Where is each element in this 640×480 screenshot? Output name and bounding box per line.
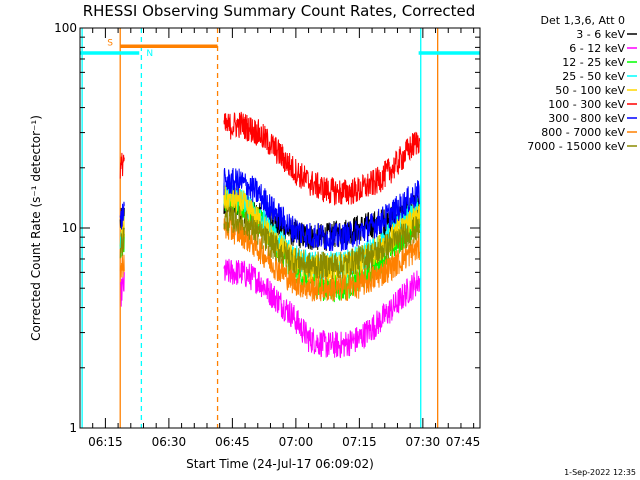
series-7-segment2 — [223, 215, 421, 302]
series-6-segment2 — [223, 167, 420, 252]
legend-title: Det 1,3,6, Att 0 — [541, 14, 625, 27]
series-5-segment2 — [223, 111, 421, 206]
y-tick-label: 100 — [54, 21, 77, 35]
series-6 — [119, 167, 420, 252]
series-1 — [119, 258, 421, 359]
series-5 — [119, 111, 421, 206]
x-tick-label: 07:45 — [446, 435, 481, 449]
legend-entry-3: 25 - 50 keV — [562, 70, 625, 83]
y-axis-label: Corrected Count Rate (s⁻¹ detector⁻¹) — [29, 115, 43, 341]
chart-title: RHESSI Observing Summary Count Rates, Co… — [83, 2, 476, 20]
y-tick-label: 1 — [69, 421, 77, 435]
legend-entry-6: 300 - 800 keV — [548, 112, 625, 125]
y-tick-label: 10 — [62, 221, 77, 235]
legend-entry-5: 100 - 300 keV — [548, 98, 625, 111]
series-8-segment1 — [119, 227, 125, 259]
legend-entry-4: 50 - 100 keV — [555, 84, 625, 97]
flag-label-N: N — [146, 49, 153, 59]
legend-entry-0: 3 - 6 keV — [576, 28, 625, 41]
x-tick-label: 07:30 — [406, 435, 441, 449]
series-8 — [119, 204, 421, 280]
legend-entry-1: 6 - 12 keV — [569, 42, 625, 55]
series-1-segment2 — [223, 258, 421, 359]
legend-entry-2: 12 - 25 keV — [562, 56, 625, 69]
legend-entry-7: 800 - 7000 keV — [541, 126, 625, 139]
x-tick-label: 06:30 — [152, 435, 187, 449]
x-tick-label: 07:00 — [279, 435, 314, 449]
x-axis-label: Start Time (24-Jul-17 06:09:02) — [186, 457, 374, 471]
x-tick-label: 06:15 — [88, 435, 123, 449]
x-tick-label: 07:15 — [342, 435, 377, 449]
timestamp: 1-Sep-2022 12:35 — [564, 468, 636, 477]
flag-label-S: S — [107, 38, 113, 48]
series-1-segment1 — [119, 272, 125, 307]
series-5-segment1 — [119, 152, 125, 179]
series-6-segment1 — [119, 201, 125, 230]
series-8-segment2 — [223, 204, 421, 280]
legend-entry-8: 7000 - 15000 keV — [527, 140, 625, 153]
x-tick-label: 06:45 — [215, 435, 250, 449]
